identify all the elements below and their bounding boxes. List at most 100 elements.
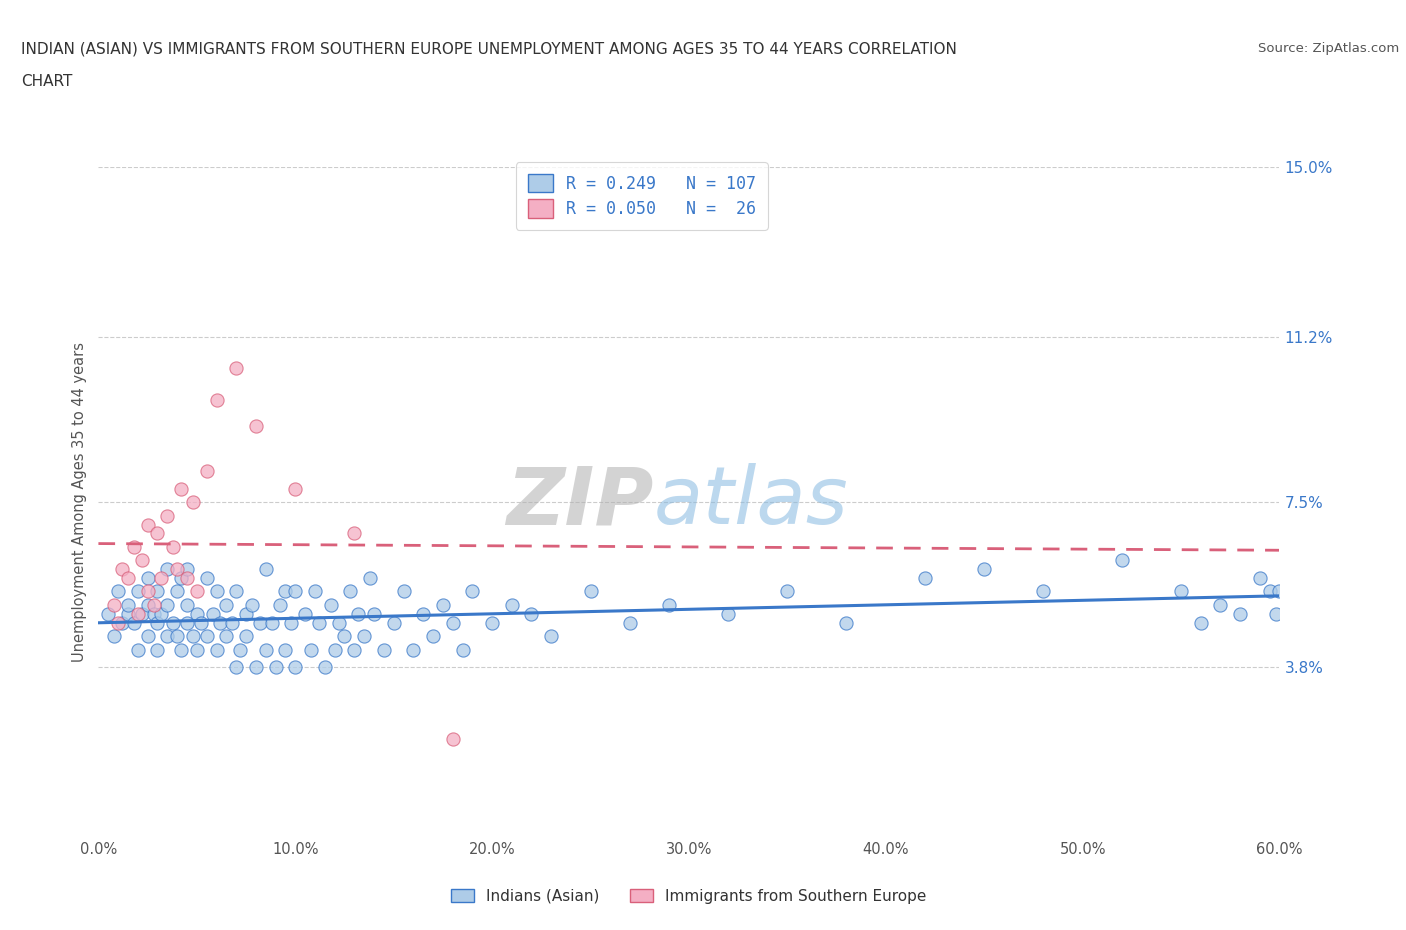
Point [146, 584, 169, 599]
Point [501, 597, 523, 612]
Point [973, 562, 995, 577]
Point [127, 584, 149, 599]
Point [540, 629, 562, 644]
Point [201, 606, 224, 621]
Point [186, 584, 208, 599]
Point [150, 606, 173, 621]
Point [392, 584, 415, 599]
Point [97, 606, 120, 621]
Point [308, 616, 330, 631]
Point [146, 526, 169, 541]
Point [422, 629, 444, 644]
Point [1032, 584, 1054, 599]
Point [235, 606, 257, 621]
Point [131, 552, 153, 567]
Point [914, 571, 936, 586]
Point [481, 616, 503, 631]
Point [156, 629, 179, 644]
Point [146, 642, 169, 657]
Point [142, 597, 165, 612]
Point [117, 571, 139, 586]
Point [215, 597, 238, 612]
Point [225, 361, 247, 376]
Point [136, 584, 159, 599]
Point [166, 584, 188, 599]
Point [382, 616, 405, 631]
Point [412, 606, 434, 621]
Point [170, 482, 193, 497]
Point [835, 616, 858, 631]
Point [225, 660, 247, 675]
Point [170, 642, 193, 657]
Point [117, 606, 139, 621]
Point [176, 562, 198, 577]
Point [225, 584, 247, 599]
Point [328, 616, 350, 631]
Point [520, 606, 543, 621]
Point [166, 629, 188, 644]
Point [658, 597, 681, 612]
Point [373, 642, 395, 657]
Point [280, 616, 302, 631]
Point [122, 616, 145, 631]
Point [339, 584, 361, 599]
Point [274, 642, 297, 657]
Point [136, 629, 159, 644]
Point [1189, 616, 1212, 631]
Point [343, 642, 366, 657]
Point [103, 629, 125, 644]
Point [156, 597, 179, 612]
Point [162, 539, 184, 554]
Point [264, 660, 287, 675]
Point [215, 629, 238, 644]
Point [1268, 584, 1291, 599]
Point [294, 606, 316, 621]
Text: INDIAN (ASIAN) VS IMMIGRANTS FROM SOUTHERN EUROPE UNEMPLOYMENT AMONG AGES 35 TO : INDIAN (ASIAN) VS IMMIGRANTS FROM SOUTHE… [21, 42, 957, 57]
Point [343, 526, 366, 541]
Point [205, 392, 228, 407]
Point [176, 571, 198, 586]
Point [229, 642, 252, 657]
Point [441, 616, 464, 631]
Legend: Indians (Asian), Immigrants from Southern Europe: Indians (Asian), Immigrants from Souther… [446, 883, 932, 910]
Point [402, 642, 425, 657]
Point [274, 584, 297, 599]
Point [1229, 606, 1251, 621]
Point [1170, 584, 1192, 599]
Point [254, 562, 277, 577]
Point [299, 642, 322, 657]
Point [333, 629, 356, 644]
Point [353, 629, 375, 644]
Point [1209, 597, 1232, 612]
Point [181, 629, 204, 644]
Point [107, 616, 129, 631]
Point [432, 597, 454, 612]
Point [176, 616, 198, 631]
Point [363, 606, 385, 621]
Y-axis label: Unemployment Among Ages 35 to 44 years: Unemployment Among Ages 35 to 44 years [72, 342, 87, 662]
Point [314, 660, 336, 675]
Point [156, 508, 179, 523]
Point [717, 606, 740, 621]
Point [359, 571, 381, 586]
Point [127, 606, 149, 621]
Point [240, 597, 263, 612]
Point [136, 597, 159, 612]
Point [205, 584, 228, 599]
Point [304, 584, 326, 599]
Point [136, 571, 159, 586]
Point [245, 418, 267, 433]
Point [195, 571, 218, 586]
Text: Source: ZipAtlas.com: Source: ZipAtlas.com [1258, 42, 1399, 55]
Point [260, 616, 283, 631]
Point [221, 616, 243, 631]
Point [150, 571, 173, 586]
Point [117, 597, 139, 612]
Point [190, 616, 212, 631]
Point [122, 539, 145, 554]
Point [176, 597, 198, 612]
Point [254, 642, 277, 657]
Point [249, 616, 271, 631]
Point [170, 571, 193, 586]
Point [209, 616, 232, 631]
